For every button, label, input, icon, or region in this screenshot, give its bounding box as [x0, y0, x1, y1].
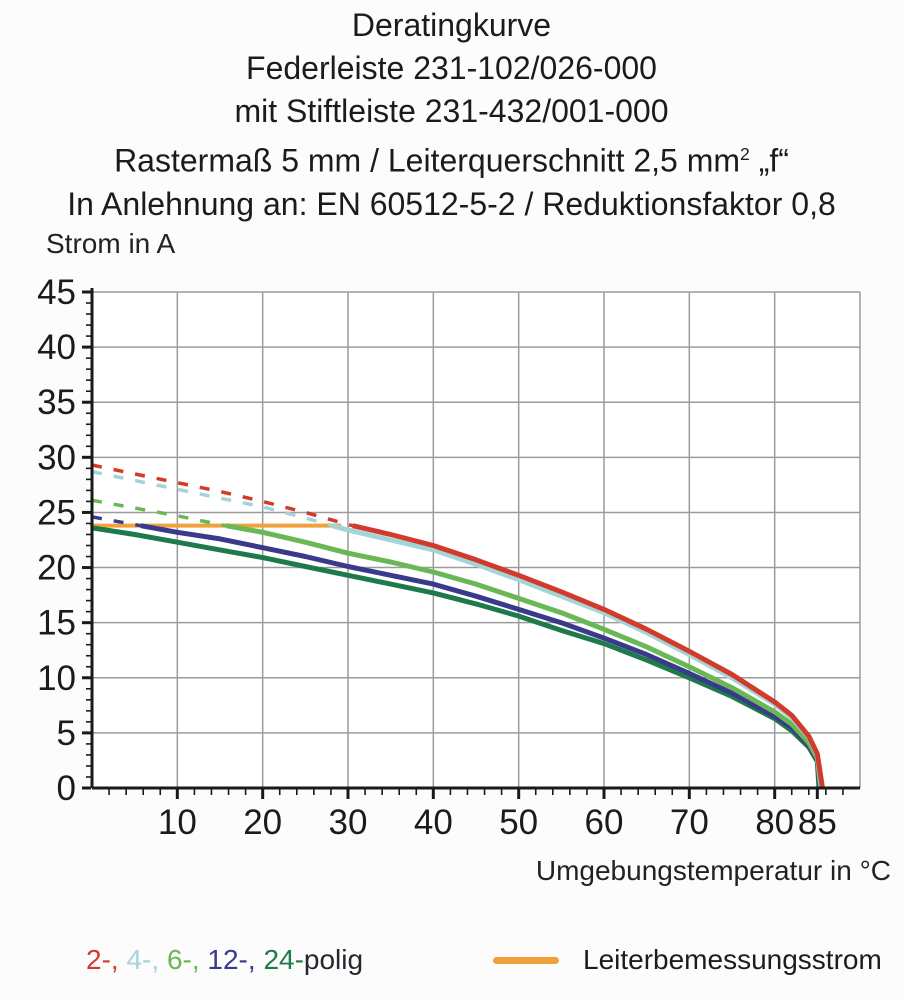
svg-text:0: 0 — [57, 769, 76, 808]
svg-text:20: 20 — [37, 549, 76, 588]
legend-part-2-polig: 2-, — [86, 944, 127, 975]
title-line-2: Federleiste 231-102/026-000 — [246, 50, 657, 86]
svg-text:85: 85 — [798, 803, 837, 842]
legend-part-24-polig: 24- — [263, 944, 304, 975]
svg-text:70: 70 — [670, 803, 709, 842]
legend-pole-counts: 2-, 4-, 6-, 12-, 24-polig — [86, 944, 363, 976]
x-axis-title: Umgebungstemperatur in °C — [535, 855, 891, 886]
svg-text:10: 10 — [37, 659, 76, 698]
svg-text:50: 50 — [499, 803, 538, 842]
title-line-3: mit Stiftleiste 231-432/001-000 — [234, 93, 669, 129]
svg-text:10: 10 — [158, 803, 197, 842]
svg-text:25: 25 — [37, 493, 76, 532]
legend-part-4-polig: 4-, — [126, 944, 167, 975]
axes — [90, 288, 860, 790]
legend-part-12-polig: 12-, — [207, 944, 264, 975]
svg-text:80: 80 — [755, 803, 794, 842]
curve-6-polig — [91, 498, 824, 789]
legend-part-6-polig: 6-, — [166, 944, 208, 975]
svg-text:40: 40 — [414, 803, 453, 842]
curve-12-polig — [91, 515, 823, 789]
svg-text:20: 20 — [243, 803, 282, 842]
svg-text:5: 5 — [57, 714, 76, 753]
title-line-5: In Anlehnung an: EN 60512-5-2 / Reduktio… — [67, 185, 836, 222]
svg-text:15: 15 — [37, 604, 76, 643]
svg-text:30: 30 — [37, 438, 76, 477]
x-tick-labels: 10 20 30 40 50 60 70 80 85 — [158, 803, 837, 842]
superscript-2: 2 — [740, 144, 750, 164]
svg-text:40: 40 — [37, 328, 76, 367]
ticks — [82, 290, 844, 799]
legend-part-polig: polig — [303, 944, 364, 975]
y-axis-title: Strom in A — [46, 228, 176, 259]
reference-line-label: Leiterbemessungsstrom — [583, 944, 882, 975]
grid — [92, 291, 861, 788]
reference-line-swatch — [493, 956, 559, 964]
title-line-1: Deratingkurve — [351, 7, 552, 43]
plot-area — [92, 292, 860, 788]
svg-text:60: 60 — [585, 803, 624, 842]
svg-text:35: 35 — [37, 383, 76, 422]
title-line-4: Rastermaß 5 mm / Leiterquerschnitt 2,5 m… — [114, 142, 789, 179]
chart-title-block: Deratingkurve Federleiste 231-102/026-00… — [0, 4, 903, 226]
curve-2-polig — [91, 463, 825, 789]
chart-legend: 2-, 4-, 6-, 12-, 24-polig Leiterbemessun… — [0, 940, 903, 986]
svg-text:45: 45 — [37, 273, 76, 312]
svg-text:30: 30 — [329, 803, 368, 842]
y-tick-labels: 0 5 10 15 20 25 30 35 40 45 — [37, 273, 76, 808]
legend-reference-line: Leiterbemessungsstrom — [493, 944, 882, 976]
